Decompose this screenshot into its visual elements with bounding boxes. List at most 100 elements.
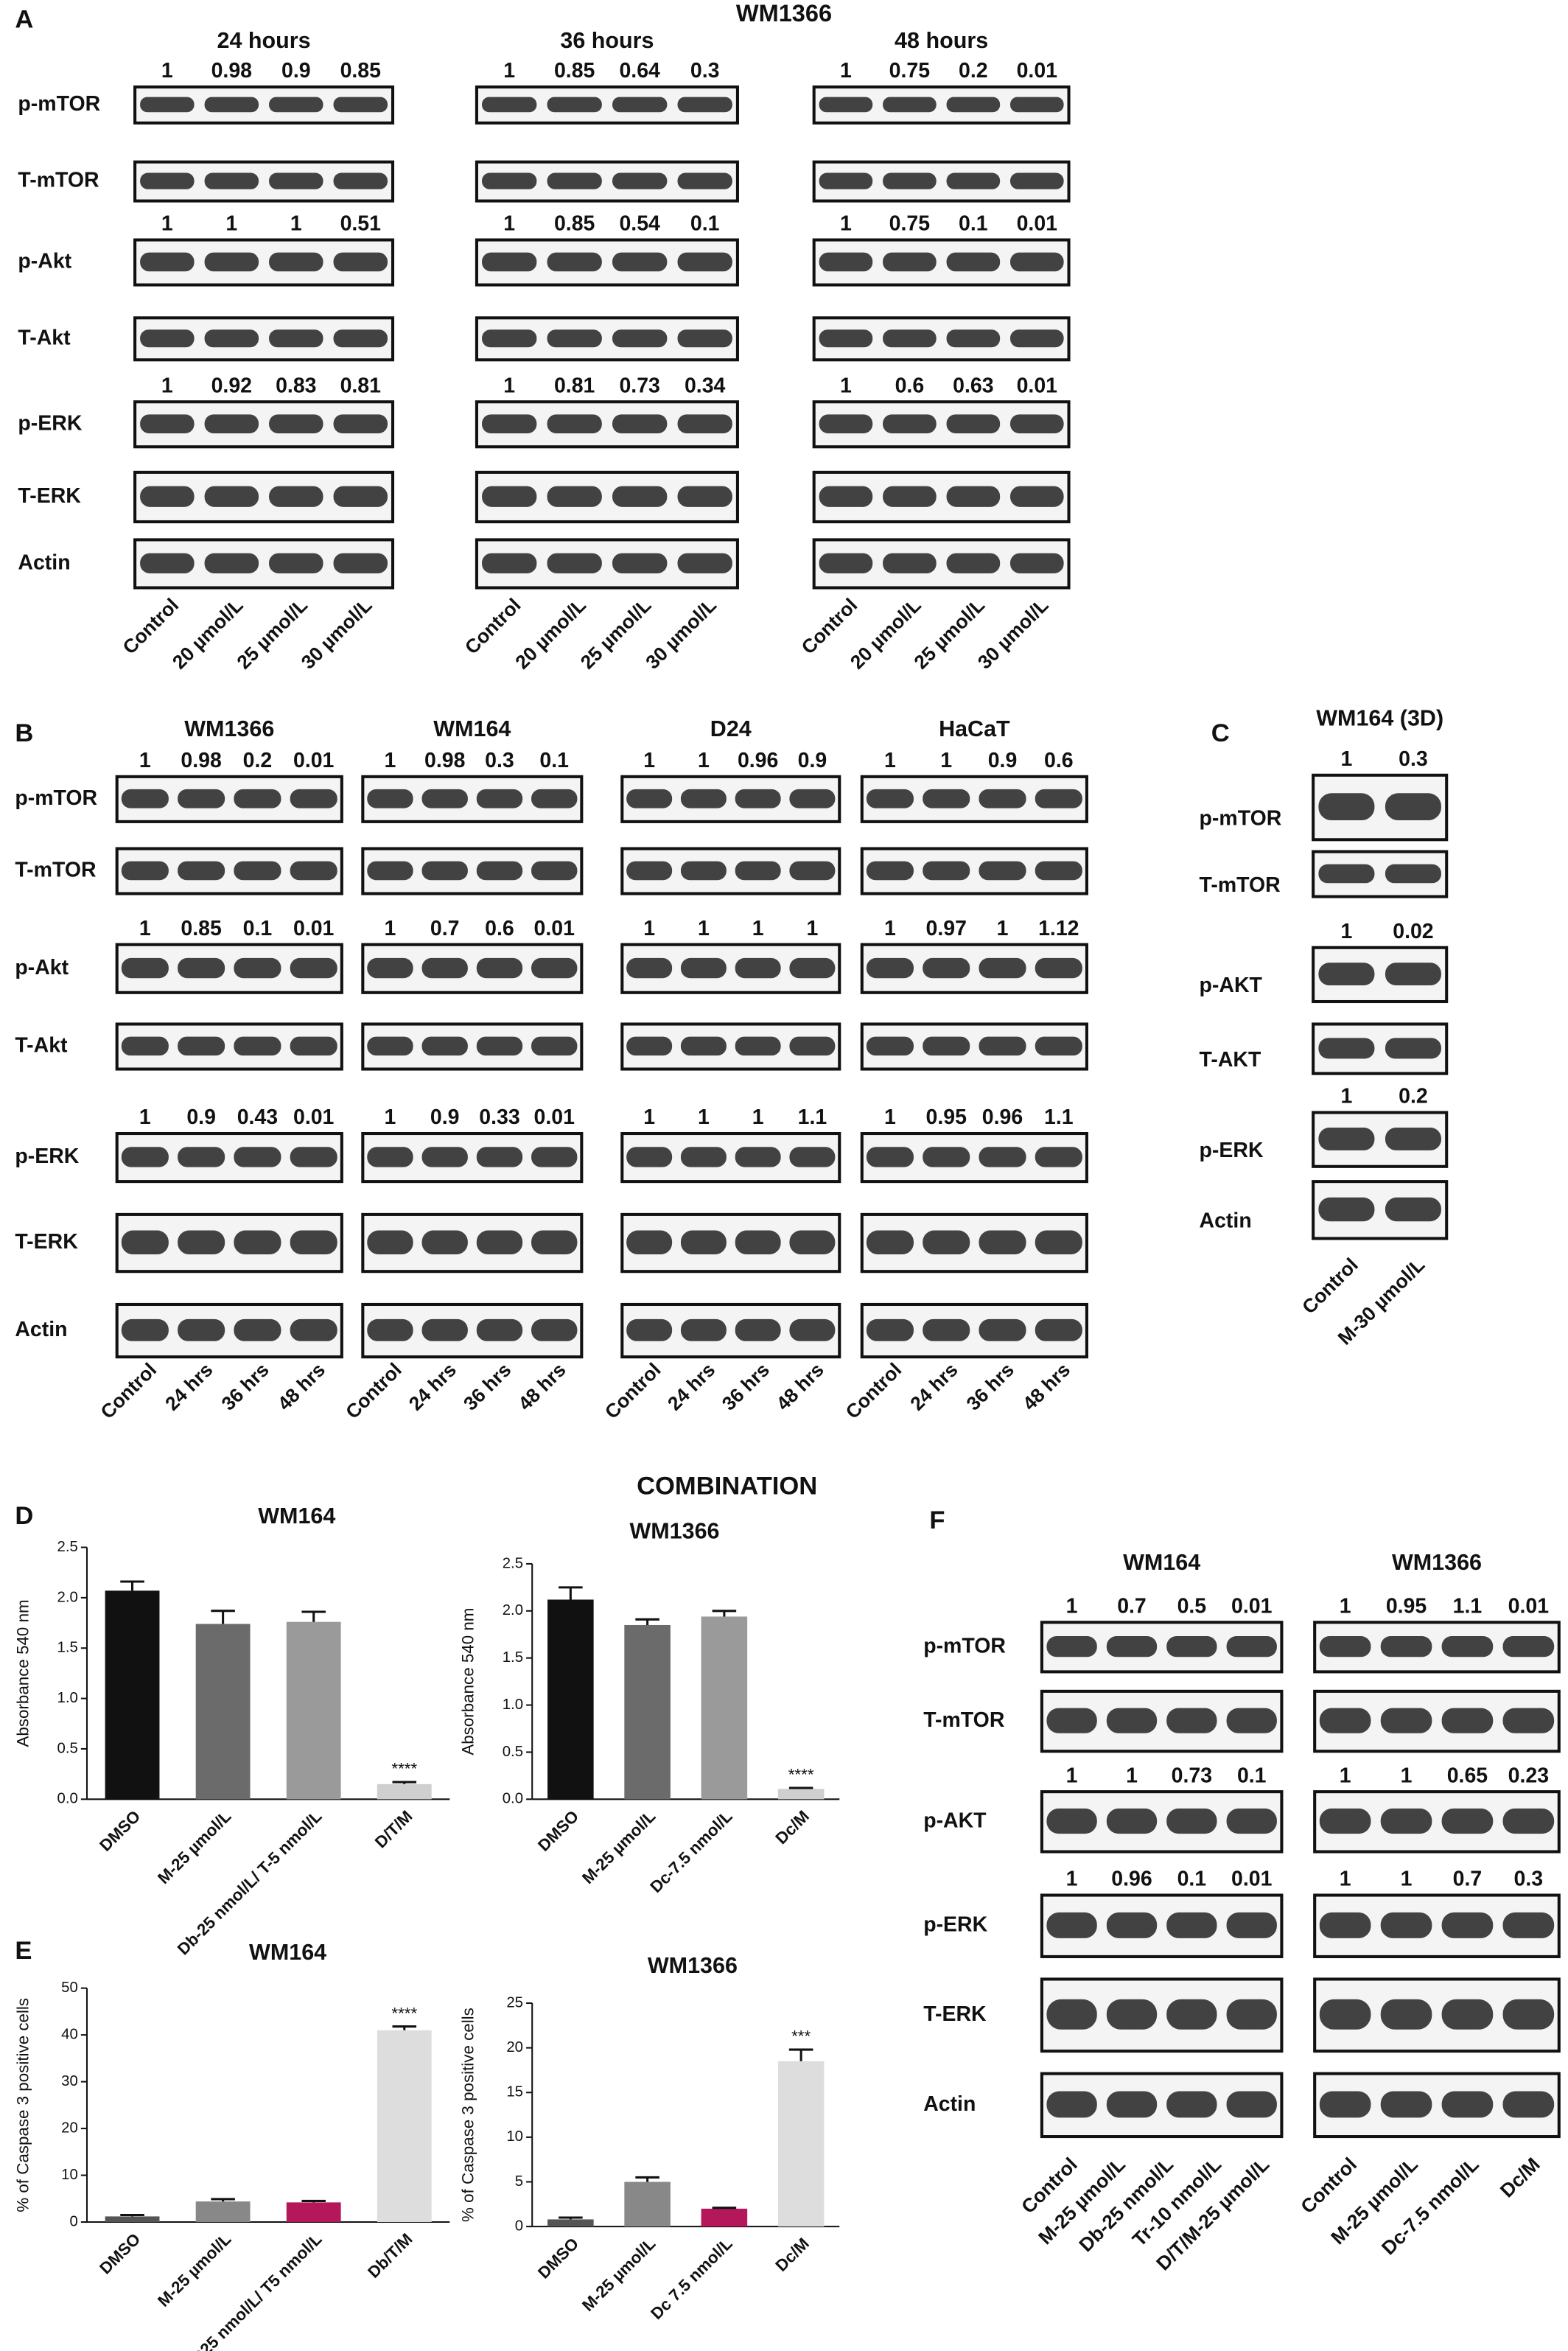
quantification: 0.96 (982, 1105, 1023, 1129)
chart-title: WM164 (249, 1940, 326, 1965)
quantification: 0.5 (1177, 1594, 1207, 1618)
quantification: 0.95 (926, 1105, 967, 1129)
blot-band (140, 486, 195, 507)
blot-band (204, 172, 259, 189)
blot-band (677, 252, 732, 272)
quantification: 0.3 (690, 59, 720, 83)
blot-band (883, 553, 937, 573)
chart-title: WM164 (258, 1503, 335, 1529)
blot-band (819, 486, 873, 507)
quantification: 0.85 (554, 59, 595, 83)
bar (105, 1590, 160, 1800)
blot-band (178, 1318, 225, 1341)
blot-band (333, 553, 388, 573)
blot-band (626, 789, 673, 808)
quantification: 1 (698, 1105, 710, 1129)
block-title: HaCaT (939, 716, 1010, 741)
blot-band (1502, 1636, 1555, 1657)
quantification: 0.02 (1393, 920, 1433, 943)
quantification: 1 (139, 749, 151, 772)
bar (701, 1616, 748, 1800)
panel-letter: D (15, 1502, 33, 1530)
quantification: 1.1 (798, 1105, 827, 1129)
blot-band (1035, 957, 1082, 979)
blot-band (819, 172, 873, 189)
blot-band (531, 789, 578, 808)
quantification: 1 (940, 749, 952, 772)
blot-band (866, 1147, 914, 1167)
blot-band (612, 414, 668, 433)
blot-band (269, 553, 323, 573)
error-bar (392, 2025, 417, 2030)
blot-band (482, 486, 537, 507)
blot-band (1009, 486, 1064, 507)
blot-band (1009, 414, 1064, 433)
quantification: 1 (1126, 1764, 1138, 1787)
error-bar (788, 1786, 813, 1789)
quantification: 0.01 (1017, 59, 1058, 83)
row-label: T-ERK (18, 484, 81, 508)
blot-band (735, 1147, 781, 1167)
blot-band (1502, 1999, 1555, 2030)
blot-band (367, 861, 413, 881)
blot-band (612, 252, 668, 272)
quantification: 0.2 (1399, 1085, 1428, 1108)
row-label: p-mTOR (923, 1634, 1006, 1657)
blot-band (1166, 2091, 1217, 2118)
quantification: 0.2 (959, 59, 988, 83)
blot-band (1502, 1808, 1555, 1834)
quantification: 0.7 (1453, 1868, 1483, 1891)
blot-band (290, 957, 337, 979)
blot-band (677, 172, 732, 189)
quantification: 0.6 (485, 917, 514, 940)
blot-band (121, 1230, 169, 1255)
blot-band (121, 1147, 169, 1167)
row-label: Actin (15, 1318, 67, 1341)
error-bar (559, 2216, 583, 2220)
blot-band (178, 861, 225, 881)
blot-band (1380, 1708, 1432, 1733)
quantification: 1 (161, 212, 173, 236)
quantification: 1 (139, 917, 151, 940)
quantification: 1 (698, 917, 710, 940)
quantification: 0.3 (485, 749, 514, 772)
blot-band (1106, 2091, 1158, 2118)
blot-band (883, 486, 937, 507)
row-label: p-ERK (923, 1913, 987, 1937)
y-tick-label: 0.0 (503, 1791, 523, 1807)
blot-band (979, 789, 1026, 808)
quantification: 0.1 (1237, 1764, 1267, 1787)
quantification: 1 (884, 1105, 896, 1129)
quantification: 0.1 (243, 917, 273, 940)
blot-band (923, 1036, 970, 1056)
blot-band (1380, 2091, 1432, 2118)
blot-band (677, 97, 732, 113)
blot-band (1319, 1912, 1371, 1938)
y-tick-label: 20 (506, 2039, 523, 2055)
blot-band (269, 329, 323, 348)
quantification: 1 (806, 917, 818, 940)
blot-band (789, 1036, 836, 1056)
quantification: 0.01 (293, 749, 335, 772)
blot-band (923, 1230, 970, 1255)
blot-band (819, 252, 873, 272)
blot-band (1385, 1128, 1441, 1150)
row-label: p-AKT (1200, 974, 1263, 997)
blot-band (204, 329, 259, 348)
blot-band (1226, 1912, 1277, 1938)
blot-band (1035, 789, 1082, 808)
blot-band (1441, 1636, 1494, 1657)
quantification: 1 (225, 212, 237, 236)
row-label: p-Akt (15, 956, 69, 979)
blot-band (1046, 1912, 1097, 1938)
y-tick-label: 2.0 (57, 1589, 78, 1605)
blot-band (735, 1230, 781, 1255)
blot-band (1380, 1636, 1432, 1657)
quantification: 0.6 (895, 374, 925, 397)
blot-band (290, 1318, 337, 1341)
blot-band (290, 789, 337, 808)
quantification: 1 (290, 212, 302, 236)
blot-band (1318, 1038, 1375, 1059)
blot-band (1226, 1636, 1277, 1657)
blot-band (178, 1147, 225, 1167)
